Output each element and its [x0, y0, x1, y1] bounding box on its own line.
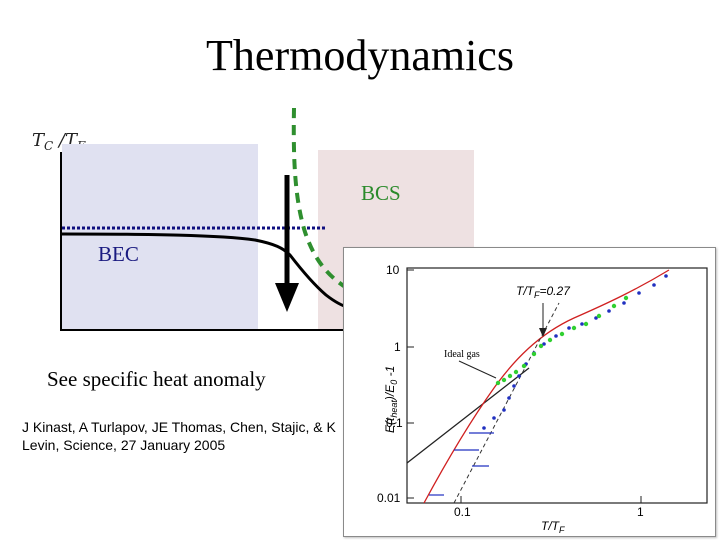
dashed-fit-line	[453, 302, 560, 504]
ideal-gas-pointer	[458, 360, 497, 379]
inset-y-tick-0-01: 0.01	[377, 491, 401, 505]
green-data-points	[495, 295, 629, 386]
inset-y-tick-1: 1	[394, 340, 401, 354]
citation-text: J Kinast, A Turlapov, JE Thomas, Chen, S…	[22, 419, 336, 453]
inset-y-ticks	[407, 269, 414, 499]
inset-plot-frame	[406, 267, 708, 504]
inset-y-label: E(theat)/E0 -1	[383, 366, 399, 433]
region-label-bcs: BCS	[361, 181, 401, 205]
arrow-head-icon	[275, 283, 299, 312]
specific-heat-caption: See specific heat anomaly	[47, 367, 266, 391]
inset-x-tick-0-1: 0.1	[454, 505, 471, 519]
inset-annotation: T/TF=0.27	[516, 284, 571, 300]
tc-curve	[61, 232, 351, 310]
inset-y-tick-10: 10	[386, 263, 400, 277]
red-fit-curve	[423, 269, 670, 504]
slide-title: Thermodynamics	[206, 31, 514, 80]
inset-x-label: T/TF	[541, 519, 565, 535]
inset-plot: 10 1 0.1 0.01 0.1 1 T/TF E(theat)/E0 -1 …	[343, 247, 716, 537]
inset-y-tick-0-1: 0.1	[386, 416, 403, 430]
blue-error-bars	[429, 432, 494, 496]
inset-x-ticks	[460, 496, 642, 503]
inset-x-tick-1: 1	[637, 505, 644, 519]
blue-data-points	[482, 274, 668, 430]
ideal-gas-label: Ideal gas	[444, 349, 480, 360]
region-label-bec: BEC	[98, 242, 139, 266]
annotation-arrow-icon	[539, 328, 547, 337]
bcs-curve	[291, 107, 352, 292]
ideal-gas-line	[406, 367, 530, 464]
